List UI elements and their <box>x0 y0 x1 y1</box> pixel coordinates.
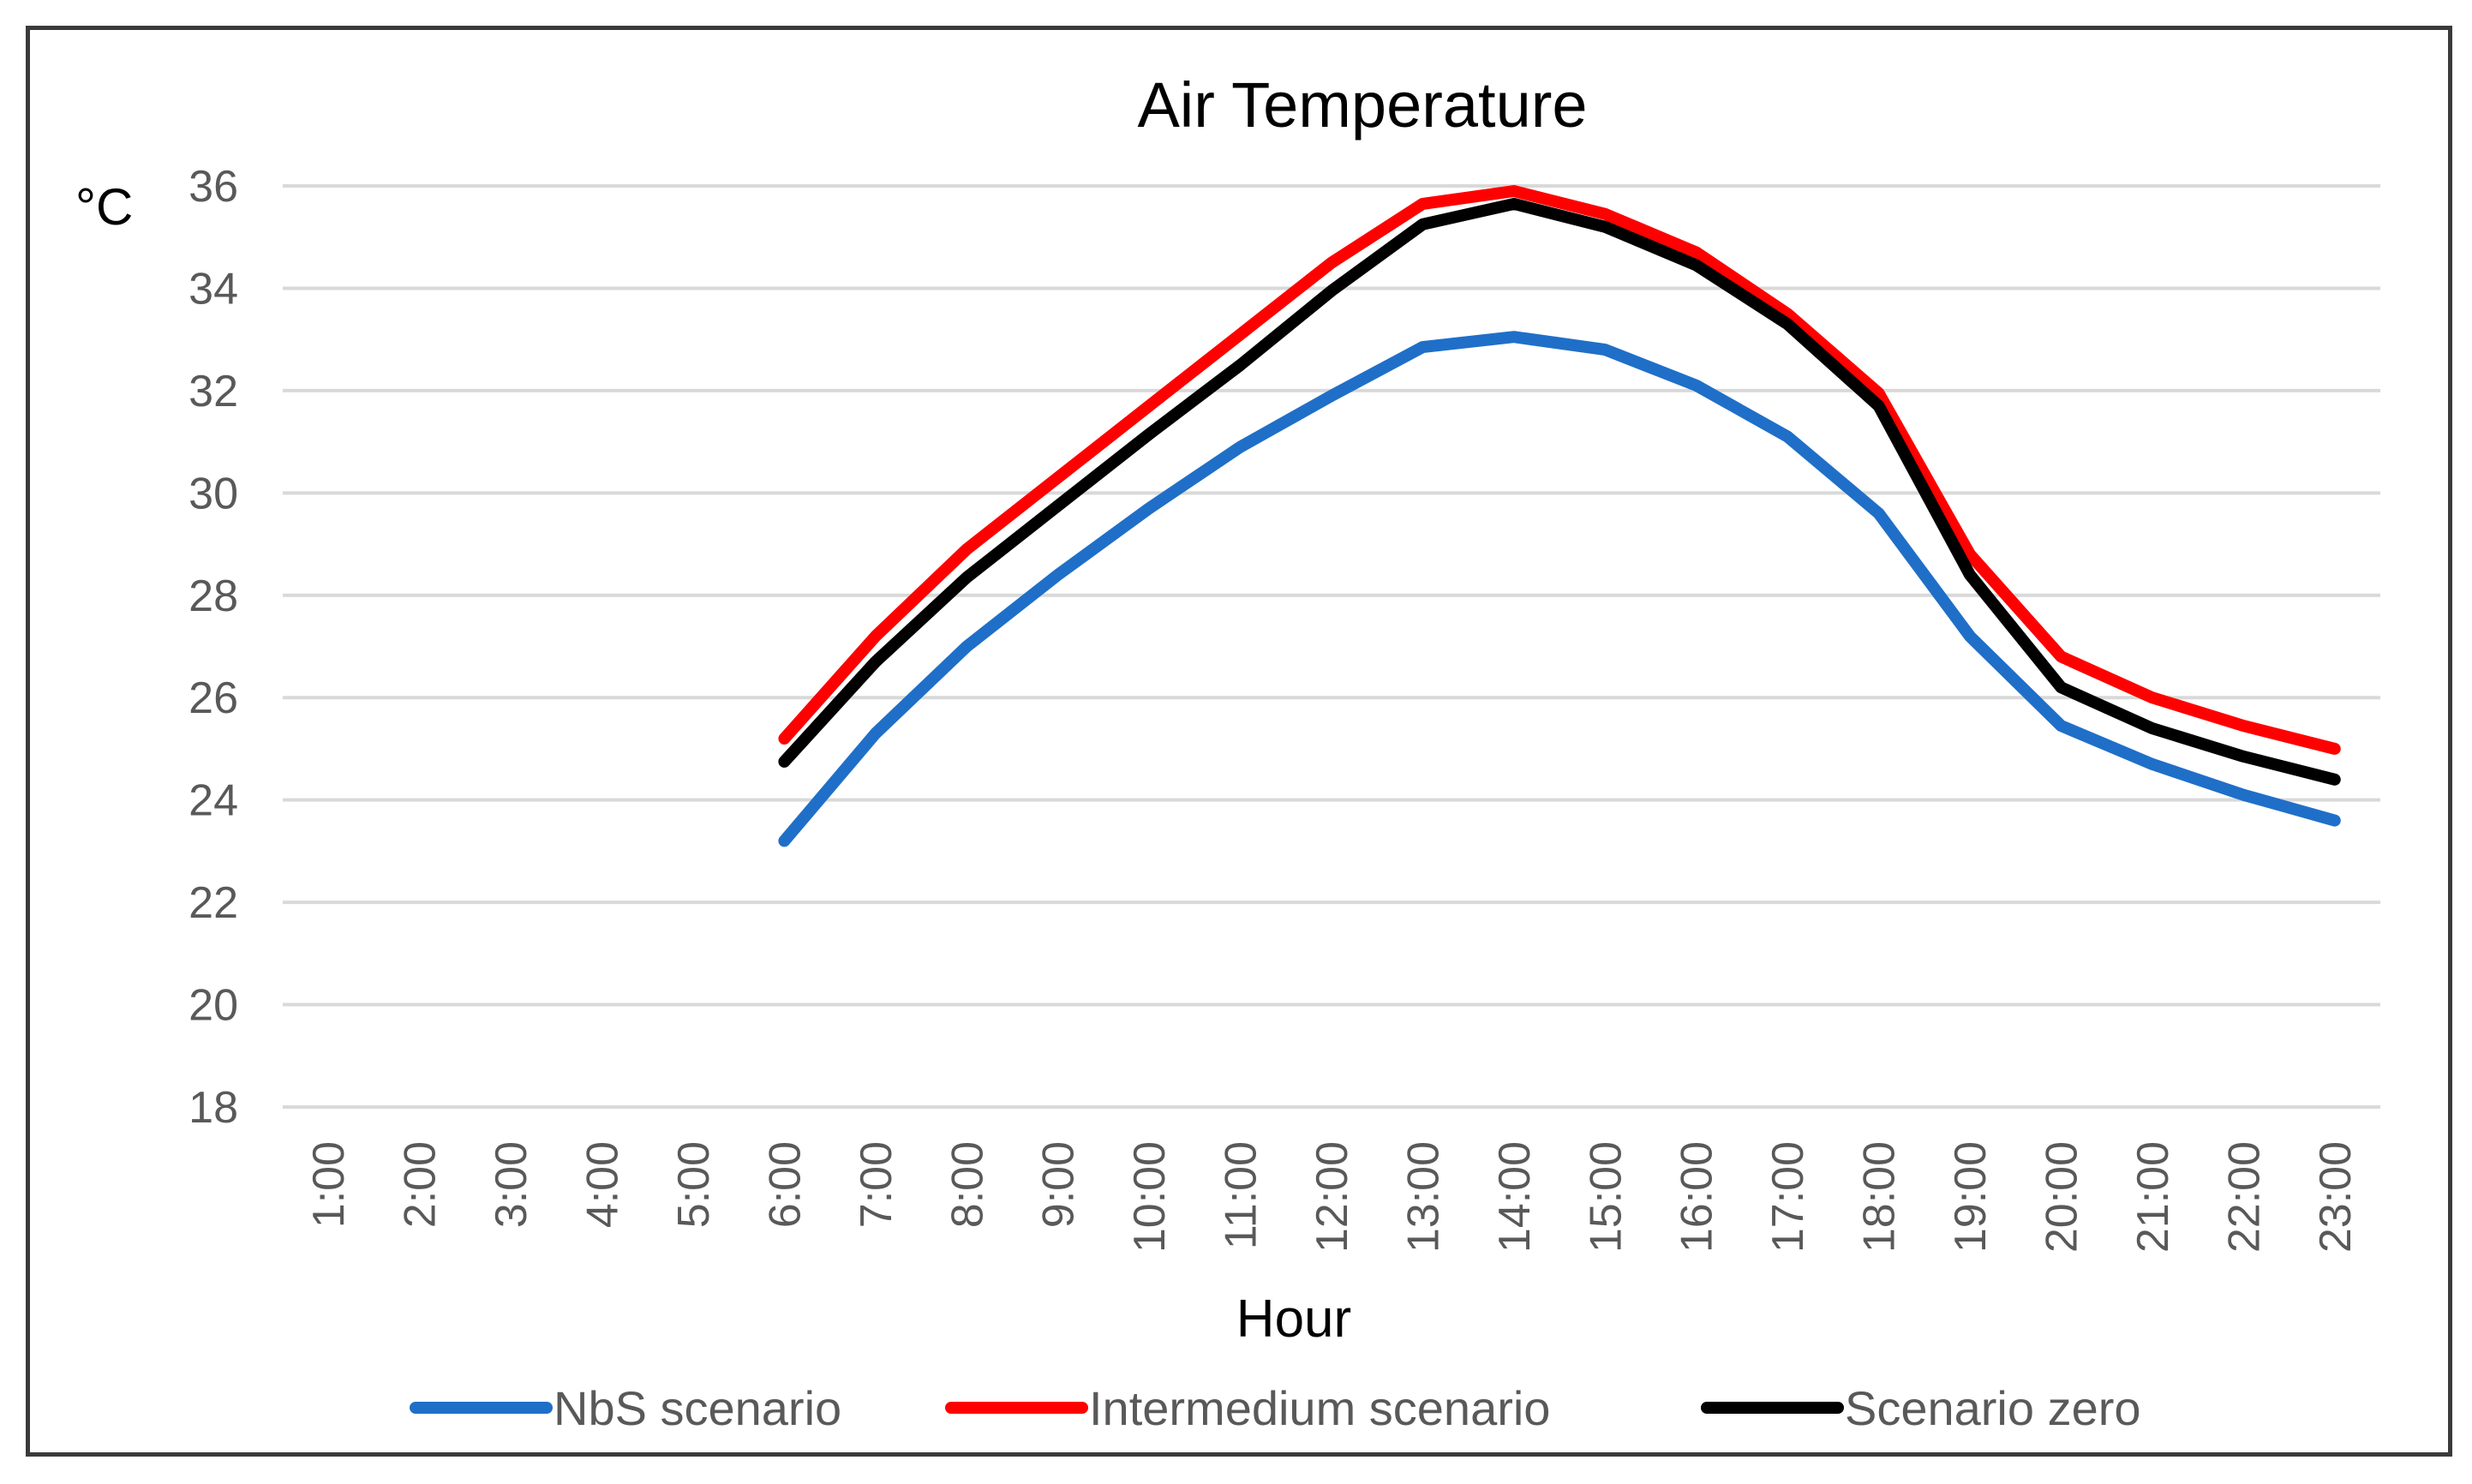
gridlines <box>283 184 2380 1109</box>
legend-label-scenario-zero: Scenario zero <box>1845 1381 2141 1435</box>
x-tick-label: 8:00 <box>943 1141 992 1228</box>
x-tick-label: 11:00 <box>1217 1141 1266 1249</box>
series-lines <box>778 185 2341 847</box>
x-tick-label: 20:00 <box>2037 1141 2086 1253</box>
x-tick-label: 18:00 <box>1855 1141 1905 1253</box>
series-line-scenario-zero <box>778 197 2341 786</box>
x-tick-label: 19:00 <box>1946 1141 1996 1253</box>
y-tick-label: 30 <box>189 469 238 518</box>
chart-frame <box>26 26 2452 1457</box>
x-tick-label: 5:00 <box>669 1141 719 1228</box>
x-tick-label: 14:00 <box>1490 1141 1540 1253</box>
x-tick-label: 10:00 <box>1125 1141 1175 1253</box>
y-tick-label: 18 <box>189 1083 238 1133</box>
x-tick-label: 7:00 <box>852 1141 901 1228</box>
x-axis-label: Hour <box>1236 1290 1351 1349</box>
x-tick-label: 6:00 <box>760 1141 810 1228</box>
x-tick-label: 23:00 <box>2311 1141 2361 1253</box>
series-line-intermedium-scenario <box>778 185 2341 755</box>
x-tick-label: 2:00 <box>396 1141 446 1228</box>
x-tick-label: 4:00 <box>578 1141 628 1228</box>
y-unit-label: °C <box>75 178 133 236</box>
x-tick-label: 12:00 <box>1308 1141 1357 1253</box>
y-tick-label: 28 <box>189 571 238 621</box>
y-tick-label: 36 <box>189 162 238 212</box>
legend-label-nbs-scenario: NbS scenario <box>554 1381 841 1435</box>
x-axis-ticks: 1:00 2:00 3:00 4:00 5:00 6:00 7:00 8:00 9:00 10:0… <box>304 1141 2361 1253</box>
y-tick-label: 32 <box>189 367 238 416</box>
x-tick-label: 16:00 <box>1673 1141 1722 1253</box>
x-tick-label: 13:00 <box>1398 1141 1448 1253</box>
x-tick-label: 9:00 <box>1034 1141 1084 1228</box>
x-tick-label: 15:00 <box>1581 1141 1631 1253</box>
x-tick-label: 17:00 <box>1763 1141 1813 1253</box>
x-tick-label: 3:00 <box>487 1141 536 1228</box>
x-tick-label: 21:00 <box>2128 1141 2178 1253</box>
y-tick-label: 24 <box>189 776 238 826</box>
series-line-nbs-scenario <box>778 331 2341 847</box>
x-tick-label: 22:00 <box>2219 1141 2269 1253</box>
y-tick-label: 20 <box>189 981 238 1031</box>
y-tick-label: 26 <box>189 673 238 723</box>
chart-title: Air Temperature <box>1137 69 1587 141</box>
legend-label-intermedium-scenario: Intermedium scenario <box>1089 1381 1550 1435</box>
y-tick-label: 34 <box>189 264 238 314</box>
x-tick-label: 1:00 <box>304 1141 354 1228</box>
y-tick-label: 22 <box>189 878 238 928</box>
legend: NbS scenario Intermedium scenario Scenario… <box>410 1381 2141 1435</box>
y-axis-ticks: 18 20 22 24 26 28 30 32 34 36 <box>189 162 238 1133</box>
